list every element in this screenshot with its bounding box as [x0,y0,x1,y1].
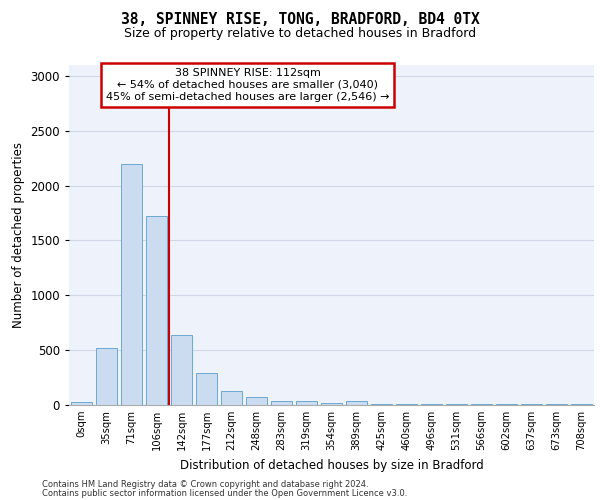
X-axis label: Distribution of detached houses by size in Bradford: Distribution of detached houses by size … [179,458,484,471]
Bar [546,404,567,405]
Bar [146,216,167,405]
Bar [196,373,217,405]
Bar [221,390,242,405]
Y-axis label: Number of detached properties: Number of detached properties [12,142,25,328]
Bar [296,401,317,405]
Bar [121,164,142,405]
Bar [96,348,117,405]
Bar [271,400,292,405]
Text: Size of property relative to detached houses in Bradford: Size of property relative to detached ho… [124,28,476,40]
Bar [71,402,92,405]
Text: Contains HM Land Registry data © Crown copyright and database right 2024.: Contains HM Land Registry data © Crown c… [42,480,368,489]
Bar [446,404,467,405]
Bar [471,404,492,405]
Bar [171,335,192,405]
Text: Contains public sector information licensed under the Open Government Licence v3: Contains public sector information licen… [42,488,407,498]
Bar [521,404,542,405]
Bar [371,404,392,405]
Bar [321,404,342,405]
Bar [346,401,367,405]
Bar [571,404,592,405]
Bar [396,404,417,405]
Bar [496,404,517,405]
Text: 38, SPINNEY RISE, TONG, BRADFORD, BD4 0TX: 38, SPINNEY RISE, TONG, BRADFORD, BD4 0T… [121,12,479,28]
Bar [421,404,442,405]
Bar [246,397,267,405]
Text: 38 SPINNEY RISE: 112sqm
← 54% of detached houses are smaller (3,040)
45% of semi: 38 SPINNEY RISE: 112sqm ← 54% of detache… [106,68,389,102]
